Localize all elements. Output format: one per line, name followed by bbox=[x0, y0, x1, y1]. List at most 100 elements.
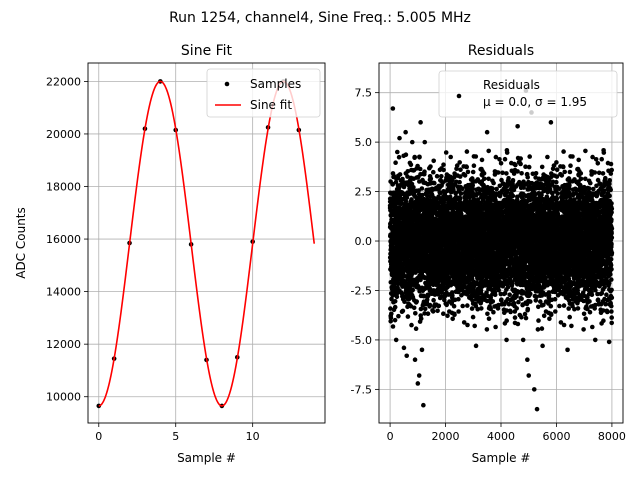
x-tick-label: 0 bbox=[95, 430, 102, 443]
legend: Samples Sine fit bbox=[206, 68, 321, 118]
residual-point bbox=[427, 302, 433, 308]
residual-point bbox=[519, 296, 524, 302]
residual-point bbox=[443, 150, 449, 155]
residual-point bbox=[413, 326, 419, 332]
residual-point bbox=[491, 180, 496, 186]
residual-point bbox=[490, 186, 495, 191]
residual-point bbox=[431, 158, 437, 164]
residual-point bbox=[510, 178, 516, 183]
residual-point bbox=[508, 309, 513, 315]
residual-point bbox=[465, 169, 471, 175]
residual-point bbox=[396, 154, 402, 160]
residual-point bbox=[500, 170, 505, 176]
residual-point bbox=[457, 179, 462, 185]
residual-point bbox=[519, 315, 524, 320]
residual-point bbox=[510, 193, 516, 199]
residual-point bbox=[421, 293, 427, 299]
residual-point bbox=[445, 313, 450, 319]
y-axis-label: ADC Counts bbox=[14, 207, 28, 279]
residual-point bbox=[484, 327, 490, 332]
residual-point bbox=[439, 174, 444, 179]
y-tick-label: 22000 bbox=[46, 75, 81, 88]
residual-point bbox=[482, 176, 487, 182]
figure-suptitle: Run 1254, channel4, Sine Freq.: 5.005 MH… bbox=[169, 10, 471, 26]
residual-point bbox=[388, 306, 393, 311]
residual-point bbox=[522, 311, 528, 317]
residual-point bbox=[432, 180, 437, 186]
residual-point bbox=[441, 311, 446, 317]
residual-point bbox=[431, 297, 436, 303]
legend-marker-samples bbox=[224, 81, 230, 87]
residual-point bbox=[516, 299, 521, 305]
residual-point bbox=[414, 299, 420, 304]
residual-point bbox=[502, 156, 508, 162]
residual-point bbox=[456, 296, 461, 302]
residual-point bbox=[392, 299, 398, 304]
residual-point bbox=[413, 311, 418, 316]
residual-point bbox=[393, 179, 399, 185]
residual-point bbox=[460, 303, 466, 309]
x-tick-label: 5 bbox=[172, 430, 179, 443]
residual-point bbox=[458, 191, 464, 196]
residual-point bbox=[473, 154, 479, 159]
residual-point bbox=[441, 167, 446, 173]
y-tick-label: 16000 bbox=[46, 233, 81, 246]
y-tick-label: 14000 bbox=[46, 286, 81, 299]
legend-label-sine-fit: Sine fit bbox=[250, 98, 292, 112]
residual-point bbox=[485, 311, 490, 317]
residual-point bbox=[428, 176, 434, 182]
residual-point bbox=[515, 321, 521, 327]
residual-point bbox=[400, 308, 406, 314]
residual-point bbox=[465, 303, 470, 308]
y-tick-label: 18000 bbox=[46, 181, 81, 194]
residual-point bbox=[405, 169, 411, 174]
residual-point bbox=[507, 292, 512, 298]
residual-point bbox=[405, 314, 411, 319]
residual-point bbox=[512, 315, 518, 320]
residual-point bbox=[457, 196, 463, 201]
residual-point bbox=[506, 175, 511, 181]
residual-point bbox=[417, 166, 423, 172]
residual-point bbox=[518, 161, 523, 167]
residual-point bbox=[422, 306, 428, 312]
residual-point bbox=[405, 174, 410, 179]
residual-point bbox=[470, 314, 476, 320]
residual-point bbox=[400, 176, 405, 182]
residual-point bbox=[490, 299, 496, 304]
residual-point bbox=[411, 185, 416, 190]
residual-point bbox=[415, 163, 420, 169]
residual-point bbox=[419, 186, 425, 191]
legend-label-samples: Samples bbox=[250, 77, 301, 91]
residual-point bbox=[410, 287, 416, 293]
residual-point bbox=[495, 170, 501, 175]
residual-point bbox=[450, 316, 456, 322]
panel-title: Sine Fit bbox=[181, 43, 233, 59]
residual-point bbox=[479, 157, 485, 163]
residual-point bbox=[451, 303, 457, 309]
sine-fit-panel: 0 5 1010000120001400016000180002000022000S… bbox=[14, 43, 326, 465]
residual-point bbox=[422, 311, 427, 316]
plot-area bbox=[96, 79, 316, 409]
residual-point bbox=[436, 303, 442, 309]
residual-point bbox=[393, 160, 398, 165]
residual-point bbox=[417, 155, 422, 160]
residual-point bbox=[411, 305, 417, 311]
residual-point bbox=[471, 163, 477, 168]
residual-point bbox=[418, 316, 424, 321]
axes-frame bbox=[87, 62, 326, 424]
residual-point bbox=[428, 164, 433, 169]
residual-point bbox=[430, 309, 436, 314]
residual-point bbox=[465, 322, 470, 328]
residual-point bbox=[458, 167, 463, 172]
residual-point bbox=[420, 192, 425, 198]
residual-point bbox=[486, 316, 492, 322]
residual-point bbox=[499, 297, 504, 303]
residual-point bbox=[402, 299, 407, 305]
residual-point bbox=[472, 323, 478, 329]
residual-point bbox=[481, 171, 487, 176]
residual-point bbox=[493, 324, 498, 330]
residual-point bbox=[464, 164, 470, 170]
residual-point bbox=[457, 160, 463, 165]
residual-point bbox=[441, 162, 446, 167]
